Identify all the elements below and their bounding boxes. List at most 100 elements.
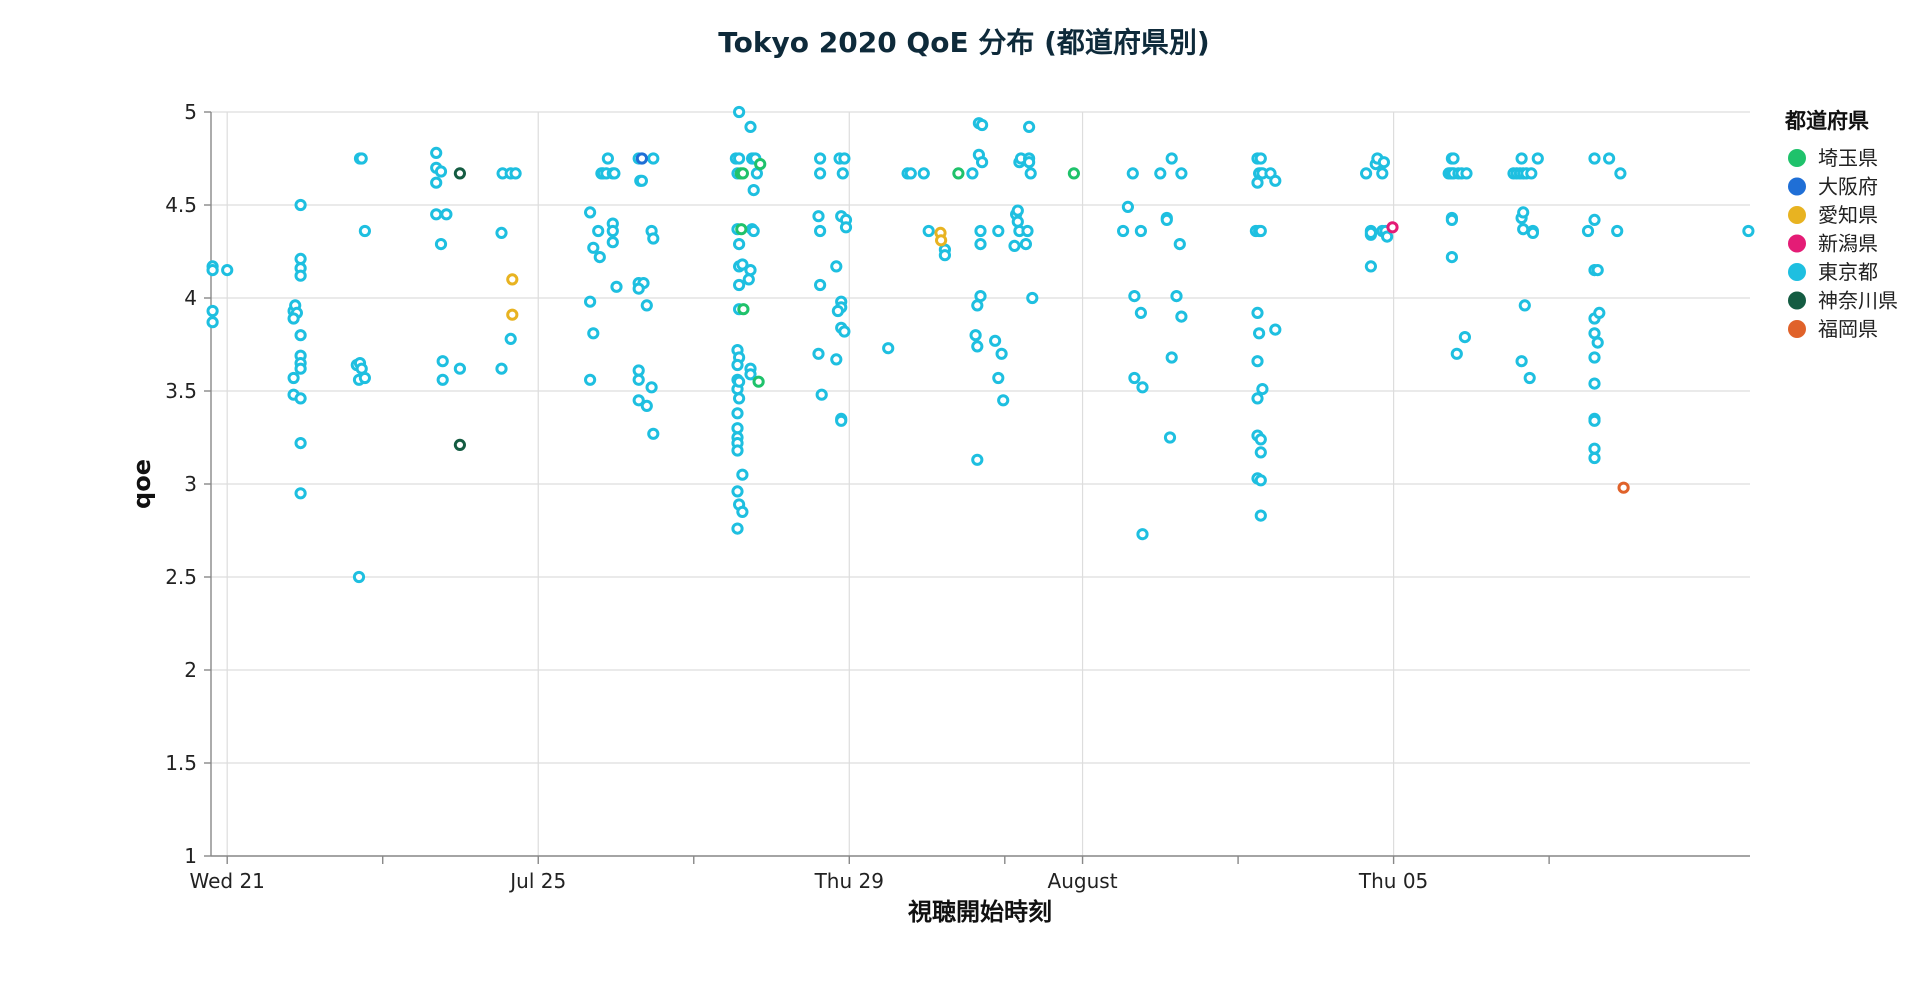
x-tick-label: Thu 29 [814,869,884,893]
data-point [294,487,307,500]
data-point [1136,381,1149,394]
data-point [1525,167,1538,180]
legend-swatch [1788,149,1806,167]
data-point [969,329,982,342]
data-point [731,485,744,498]
data-point [1515,355,1528,368]
data-point [731,358,744,372]
legend-label: 愛知県 [1818,203,1878,227]
data-point [1518,299,1531,312]
data-point [647,427,660,440]
data-point [1517,206,1530,219]
data-point [608,167,621,180]
data-point [1256,383,1269,396]
data-point [971,340,984,353]
data-point [1588,377,1601,390]
data-point [206,264,219,277]
data-point [1531,152,1544,165]
data-point [635,174,649,187]
data-point [1021,224,1034,238]
data-point [1175,310,1188,323]
data-point [355,152,368,165]
x-axis-title: 視聴開始時刻 [907,898,1052,926]
data-point [1254,224,1267,238]
data-point [733,152,746,165]
x-tick-label: Thu 05 [1358,869,1428,893]
data-point [814,278,827,292]
data-point [495,362,508,375]
legend-label: 東京都 [1818,260,1878,284]
data-point [1117,224,1130,238]
data-point [752,375,765,388]
data-point [1364,226,1378,239]
data-point [601,152,615,165]
data-point [812,210,825,223]
legend-swatch [1788,206,1806,224]
y-tick-label: 3 [184,472,197,496]
data-point [1154,167,1167,180]
data-point [976,118,989,132]
data-point [1581,224,1595,238]
data-point [1603,152,1616,165]
data-point [1617,481,1630,494]
data-point [1253,327,1266,340]
data-point [506,308,519,321]
data-point [744,264,757,277]
data-point [904,167,917,180]
data-point [882,342,895,355]
data-point [1377,156,1391,169]
data-point [1019,238,1033,251]
legend-label: 神奈川県 [1818,289,1898,313]
data-point [1364,260,1378,273]
data-point [1026,291,1039,305]
data-point [1024,167,1037,180]
data-point [989,334,1002,347]
data-point [632,282,645,295]
data-point [747,184,760,197]
data-point [1588,351,1601,364]
data-point [1251,306,1264,319]
data-point [971,453,984,466]
data-point [584,373,597,386]
data-point [1588,152,1601,165]
data-point [733,375,746,388]
y-tick-label: 2 [184,658,197,682]
data-point [640,399,653,412]
data-point [430,146,443,159]
data-point [1523,371,1536,385]
data-point [838,325,851,338]
data-point [830,260,843,273]
data-point [992,224,1005,238]
data-point [434,165,448,178]
data-point [506,273,519,286]
legend-title: 都道府県 [1784,109,1869,133]
data-point [815,388,828,401]
data-point [1517,223,1530,236]
data-point [294,269,307,282]
data-point [635,152,649,165]
data-point [453,438,466,451]
data-point [1128,371,1141,385]
axes: 1 1.5 2 2.5 3 3.5 4 4.5 5 Wed 21 Jul 25 Thu 29 Augus… [165,100,1750,893]
data-point [1588,414,1601,427]
data-point [976,156,989,169]
data-point [1121,200,1135,213]
data-point [206,304,219,318]
data-point [733,238,746,251]
data-point [1128,290,1141,303]
data-point [1136,528,1149,541]
data-point [1170,290,1183,303]
data-point [736,468,749,481]
data-point [737,303,750,316]
data-point [632,394,645,407]
data-point [434,238,448,251]
data-point [1269,323,1282,336]
data-point [1614,167,1627,180]
data-point [504,332,517,345]
data-point [1360,167,1373,180]
data-point [1593,306,1606,319]
x-tick-label: August [1048,869,1118,893]
data-point [733,105,746,119]
data-point [1254,433,1267,446]
